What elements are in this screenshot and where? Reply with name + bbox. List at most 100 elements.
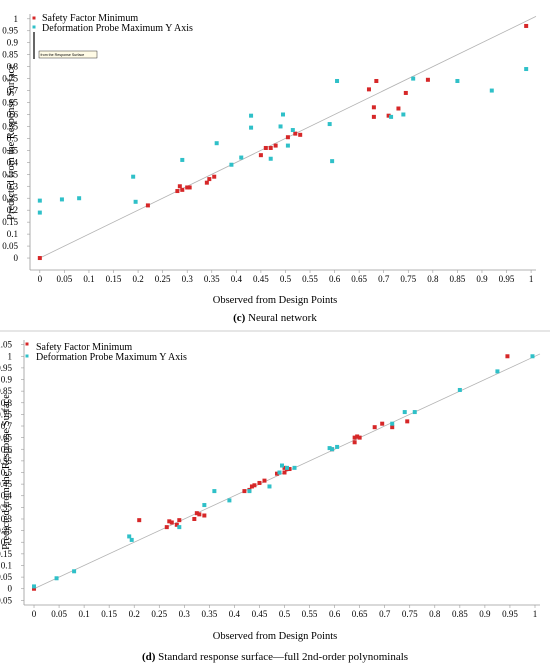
legend: Safety Factor Minimum Deformation Probe … bbox=[25, 342, 187, 363]
data-point-series-1 bbox=[495, 369, 500, 374]
data-point-series-0 bbox=[396, 106, 401, 111]
data-point-series-1 bbox=[247, 489, 252, 494]
data-point-series-1 bbox=[335, 444, 340, 449]
data-point-series-1 bbox=[229, 162, 234, 167]
y-tick-label: 0.6 bbox=[1, 444, 13, 454]
data-point-series-1 bbox=[281, 112, 285, 117]
y-tick-label: 0.05 bbox=[2, 241, 18, 251]
data-point-series-1 bbox=[32, 584, 37, 589]
x-tick-label: 0.25 bbox=[151, 609, 167, 619]
legend-label-series-1: Deformation Probe Maximum Y Axis bbox=[36, 352, 187, 363]
legend-marker-series-1 bbox=[32, 25, 36, 29]
x-tick-label: 0.5 bbox=[280, 274, 292, 284]
data-point-series-1 bbox=[285, 143, 290, 148]
x-tick-label: 0.45 bbox=[252, 609, 268, 619]
x-tick-label: 0.45 bbox=[253, 274, 269, 284]
data-point-series-0 bbox=[268, 145, 273, 150]
data-point-series-1 bbox=[327, 446, 332, 451]
data-point-series-0 bbox=[390, 425, 395, 430]
data-point-series-0 bbox=[145, 203, 150, 208]
data-point-series-0 bbox=[164, 525, 169, 530]
data-point-series-1 bbox=[277, 470, 282, 475]
x-tick-label: 0.75 bbox=[402, 609, 418, 619]
data-point-series-1 bbox=[290, 128, 295, 133]
x-tick-label: 0.05 bbox=[51, 609, 67, 619]
data-point-series-1 bbox=[127, 534, 132, 539]
tooltip-box bbox=[38, 50, 98, 59]
x-tick-label: 0.4 bbox=[231, 274, 243, 284]
data-point-series-1 bbox=[330, 159, 335, 164]
data-point-series-1 bbox=[455, 78, 460, 83]
x-tick-label: 0.05 bbox=[57, 274, 73, 284]
y-tick-label: 0.2 bbox=[7, 205, 18, 215]
data-point-series-1 bbox=[278, 124, 283, 129]
tooltip-text: from the Response Surface bbox=[41, 53, 85, 57]
x-tick-label: 0 bbox=[38, 274, 43, 284]
x-axis-label: Observed from Design Points bbox=[213, 631, 338, 642]
y-tick-label: 0.7 bbox=[7, 86, 19, 96]
x-tick-label: 0.7 bbox=[379, 609, 391, 619]
data-point-series-0 bbox=[352, 440, 357, 445]
y-tick-label: 0 bbox=[8, 584, 13, 594]
x-tick-label: 0.55 bbox=[302, 274, 318, 284]
x-tick-label: 0.25 bbox=[155, 274, 171, 284]
y-tick-label: 1 bbox=[14, 14, 19, 24]
x-ticks: 0 0.05 0.1 0.15 0.2 0.25 0.3 0.35 0.4 0.45 0.5 0.55… bbox=[38, 270, 534, 284]
legend-label-series-1: Deformation Probe Maximum Y Axis bbox=[42, 23, 193, 34]
x-tick-label: 0.75 bbox=[400, 274, 416, 284]
data-point-series-0 bbox=[37, 256, 42, 261]
data-point-series-1 bbox=[37, 210, 42, 215]
y-tick-label: 0.3 bbox=[1, 514, 13, 524]
data-point-series-1 bbox=[129, 537, 134, 542]
data-point-series-0 bbox=[252, 483, 257, 488]
data-point-series-0 bbox=[177, 518, 182, 523]
data-point-series-0 bbox=[352, 435, 357, 440]
x-tick-label: 1 bbox=[533, 609, 538, 619]
data-point-series-0 bbox=[137, 518, 142, 523]
data-point-series-0 bbox=[175, 189, 180, 194]
y-tick-label: 0.35 bbox=[0, 502, 13, 512]
x-tick-label: 0.15 bbox=[106, 274, 122, 284]
y-tick-label: 0.1 bbox=[1, 560, 12, 570]
y-tick-label: 0.5 bbox=[1, 468, 13, 478]
legend-label-series-0: Safety Factor Minimum bbox=[42, 13, 138, 24]
data-point-series-0 bbox=[282, 470, 287, 475]
x-tick-label: 0.15 bbox=[101, 609, 117, 619]
x-tick-label: 1 bbox=[529, 274, 534, 284]
data-point-series-1 bbox=[401, 112, 406, 117]
data-point-series-0 bbox=[405, 419, 410, 424]
data-point-series-0 bbox=[192, 516, 197, 521]
data-point-series-0 bbox=[403, 90, 408, 95]
data-point-series-1 bbox=[177, 525, 182, 530]
data-point-series-0 bbox=[357, 435, 362, 440]
data-point-series-0 bbox=[197, 512, 202, 517]
data-points bbox=[32, 354, 535, 591]
x-tick-label: 0.65 bbox=[351, 274, 367, 284]
data-point-series-0 bbox=[32, 586, 37, 591]
x-ticks: 0 0.05 0.1 0.15 0.2 0.25 0.3 0.35 0.4 0.45 0.5 0.55… bbox=[32, 605, 537, 619]
data-point-series-1 bbox=[72, 569, 77, 574]
data-point-series-0 bbox=[386, 113, 391, 118]
caption: (d) Standard response surface—full 2nd-o… bbox=[142, 651, 408, 663]
data-point-series-0 bbox=[185, 185, 190, 190]
data-point-series-0 bbox=[298, 132, 303, 137]
legend-marker-series-0 bbox=[32, 16, 36, 20]
data-point-series-1 bbox=[280, 463, 284, 468]
x-tick-label: 0.85 bbox=[450, 274, 466, 284]
data-point-series-1 bbox=[327, 122, 332, 127]
data-point-series-0 bbox=[285, 135, 290, 140]
data-point-series-0 bbox=[180, 187, 185, 192]
data-point-series-0 bbox=[273, 143, 278, 148]
data-point-series-1 bbox=[389, 114, 394, 119]
y-tick-label: 0.55 bbox=[2, 121, 18, 131]
y-tick-label: 0.35 bbox=[2, 169, 18, 179]
data-point-series-1 bbox=[411, 76, 416, 81]
x-tick-label: 0.5 bbox=[279, 609, 291, 619]
data-point-series-1 bbox=[227, 498, 232, 503]
y-tick-label: 0.1 bbox=[7, 229, 18, 239]
x-tick-label: 0.1 bbox=[78, 609, 89, 619]
data-point-series-1 bbox=[37, 198, 42, 203]
y-tick-label: 0.65 bbox=[0, 433, 13, 443]
data-point-series-0 bbox=[355, 434, 360, 439]
